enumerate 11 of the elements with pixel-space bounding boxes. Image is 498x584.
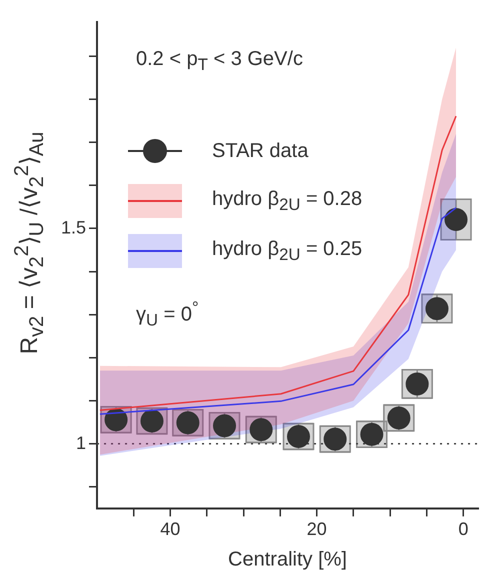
- x-tick-label: 20: [306, 519, 327, 540]
- annotation: 0.2 < p$_{T}$ < 3 GeV/c: [136, 48, 303, 75]
- annotation: γ$_{U}$ = 0$^{°}$: [136, 298, 199, 331]
- legend-label: hydro β$_{2U}$ = 0.25: [212, 238, 362, 264]
- legend-label: hydro β$_{2U}$ = 0.28: [212, 188, 362, 214]
- x-axis-title: Centrality [%]: [228, 548, 347, 571]
- y-tick-label: 1.5: [60, 217, 86, 238]
- legend-label: STAR data: [212, 140, 308, 162]
- y-tick-label: 1: [76, 432, 86, 453]
- x-tick-label: 0: [458, 519, 468, 540]
- x-tick-label: 40: [160, 519, 180, 540]
